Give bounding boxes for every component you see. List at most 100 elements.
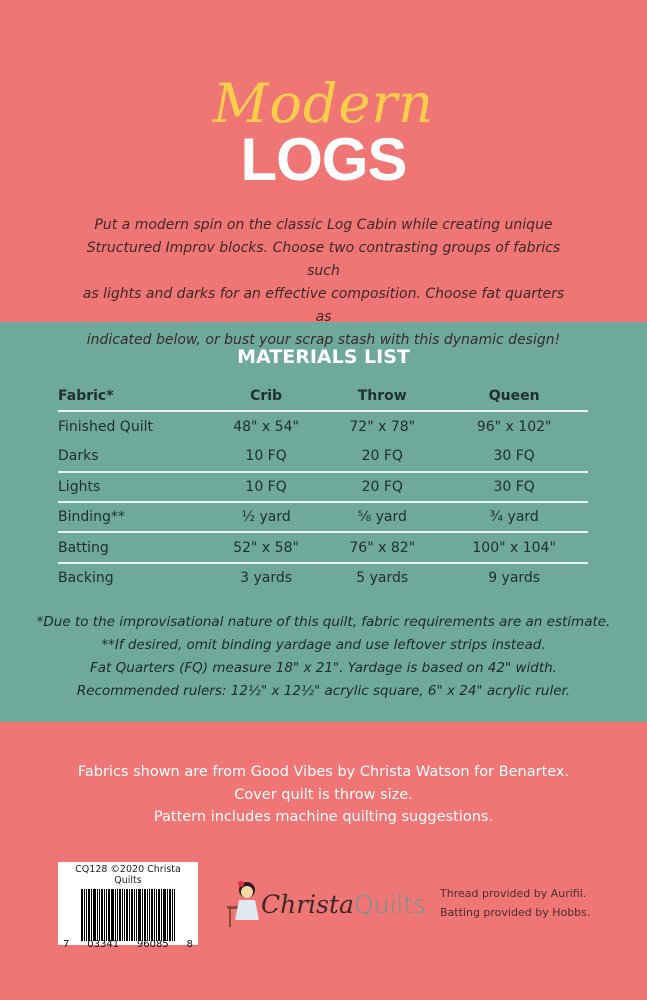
barcode-bar [86, 889, 87, 941]
barcode-bar [144, 889, 146, 941]
header-cell: Throw [324, 381, 441, 413]
cell: 30 FQ [440, 441, 588, 473]
sponsor-text: Thread provided by Aurifil. Batting prov… [440, 884, 590, 922]
table-row: Darks 10 FQ 20 FQ 30 FQ [58, 441, 588, 473]
intro-line: as lights and darks for an effective com… [82, 286, 565, 325]
barcode-bar [174, 889, 175, 941]
barcode-bar [111, 889, 114, 941]
title-main: LOGS [240, 126, 407, 193]
barcode-bar [108, 889, 110, 941]
cell: Batting [58, 532, 208, 564]
logo-text-quilts: Quilts [353, 890, 427, 919]
barcode-bar [147, 889, 148, 941]
cell: 10 FQ [208, 471, 325, 504]
barcode-bar [142, 889, 143, 941]
barcode-bar [149, 889, 150, 941]
sewing-girl-icon [227, 881, 259, 927]
barcode-bar [84, 889, 85, 941]
note-line: *Due to the improvisational nature of th… [36, 614, 611, 630]
barcode-bar [136, 889, 137, 941]
table-row: Finished Quilt 48" x 54" 72" x 78" 96" x 10… [58, 411, 588, 441]
table-row: Binding** ½ yard ⅝ yard ¾ yard [58, 502, 588, 534]
cell: Finished Quilt [58, 418, 153, 435]
intro-text: Put a modern spin on the classic Log Cab… [80, 214, 567, 352]
cell: 9 yards [488, 570, 541, 587]
barcode-bar [163, 889, 166, 941]
table-row: Backing 3 yards 5 yards 9 yards [58, 563, 588, 593]
cell: Binding** [58, 502, 208, 534]
barcode-bars [63, 889, 193, 941]
cell: 72" x 78" [349, 418, 416, 435]
barcode-digit: 03341 [87, 939, 120, 950]
barcode-bar [124, 889, 125, 941]
intro-line: Put a modern spin on the classic Log Cab… [94, 217, 553, 233]
christa-quilts-logo: ChristaQuilts [225, 878, 426, 928]
note-line: Recommended rulers: 12½" x 12½" acrylic … [76, 683, 571, 699]
table-row: Lights 10 FQ 20 FQ 30 FQ [58, 471, 588, 504]
barcode-bar [106, 889, 107, 941]
note-line: **If desired, omit binding yardage and u… [101, 637, 546, 653]
barcode-bar [115, 889, 116, 941]
materials-title: MATERIALS LIST [237, 346, 410, 368]
credit-line: Fabrics shown are from Good Vibes by Chr… [77, 764, 570, 780]
header-cell: Queen [440, 381, 588, 413]
cell: Backing [58, 570, 114, 587]
cell: 20 FQ [324, 471, 441, 504]
cell: 30 FQ [440, 471, 588, 504]
credits: Fabrics shown are from Good Vibes by Chr… [0, 761, 647, 829]
intro-line: Structured Improv blocks. Choose two con… [86, 240, 561, 279]
barcode-bar [122, 889, 123, 941]
sponsor-line: Batting provided by Hobbs. [440, 906, 591, 919]
cell: 52" x 58" [208, 532, 325, 564]
barcode: CQ128 ©2020 Christa Quilts 7 03341 96085… [58, 862, 198, 950]
header-cell: Crib [208, 381, 325, 413]
barcode-bar [126, 889, 128, 941]
barcode-bar [97, 889, 98, 941]
header-section [0, 0, 647, 322]
barcode-bar [81, 889, 83, 941]
cell: 96" x 102" [476, 418, 552, 435]
barcode-bar [131, 889, 133, 941]
sponsor-line: Thread provided by Aurifil. [440, 887, 587, 900]
title-script: Modern [213, 72, 434, 135]
cell: 3 yards [240, 570, 293, 587]
barcode-bar [158, 889, 160, 941]
cell: Lights [58, 471, 208, 504]
barcode-bar [161, 889, 162, 941]
cell: 100" x 104" [440, 532, 588, 564]
barcode-label: CQ128 ©2020 Christa Quilts [75, 864, 181, 886]
cell: ¾ yard [440, 502, 588, 534]
cell: 48" x 54" [233, 418, 299, 435]
cell: 5 yards [356, 570, 409, 587]
cell: Darks [58, 441, 208, 473]
cell: 10 FQ [208, 441, 325, 473]
barcode-bar [99, 889, 100, 941]
barcode-bar [138, 889, 141, 941]
barcode-bar [104, 889, 105, 941]
barcode-digit: 7 [63, 939, 70, 950]
barcode-bar [172, 889, 173, 941]
barcode-bar [151, 889, 153, 941]
barcode-bar [134, 889, 135, 941]
note-line: Fat Quarters (FQ) measure 18" x 21". Yar… [90, 660, 557, 676]
footer-section [0, 722, 647, 1000]
cell: 76" x 82" [324, 532, 441, 564]
table-row: Batting 52" x 58" 76" x 82" 100" x 104" [58, 532, 588, 564]
barcode-digit: 8 [186, 939, 193, 950]
barcode-bar [119, 889, 121, 941]
barcode-bar [93, 889, 96, 941]
barcode-bar [167, 889, 168, 941]
logo-text: ChristaQuilts [261, 890, 426, 919]
header-cell: Fabric* [58, 381, 208, 413]
materials-table: Fabric* Crib Throw Queen Finished Quilt 4… [58, 381, 588, 593]
logo-text-christa: Christa [261, 890, 354, 919]
cell: ⅝ yard [324, 502, 441, 534]
barcode-bar [117, 889, 118, 941]
barcode-bar [156, 889, 157, 941]
footnotes: *Due to the improvisational nature of th… [20, 611, 627, 703]
table-header: Fabric* Crib Throw Queen [58, 381, 588, 413]
barcode-digit: 96085 [136, 939, 169, 950]
intro-line: indicated below, or bust your scrap stas… [86, 332, 561, 348]
credit-line: Pattern includes machine quilting sugges… [153, 809, 494, 825]
barcode-digits: 7 03341 96085 8 [63, 939, 193, 950]
